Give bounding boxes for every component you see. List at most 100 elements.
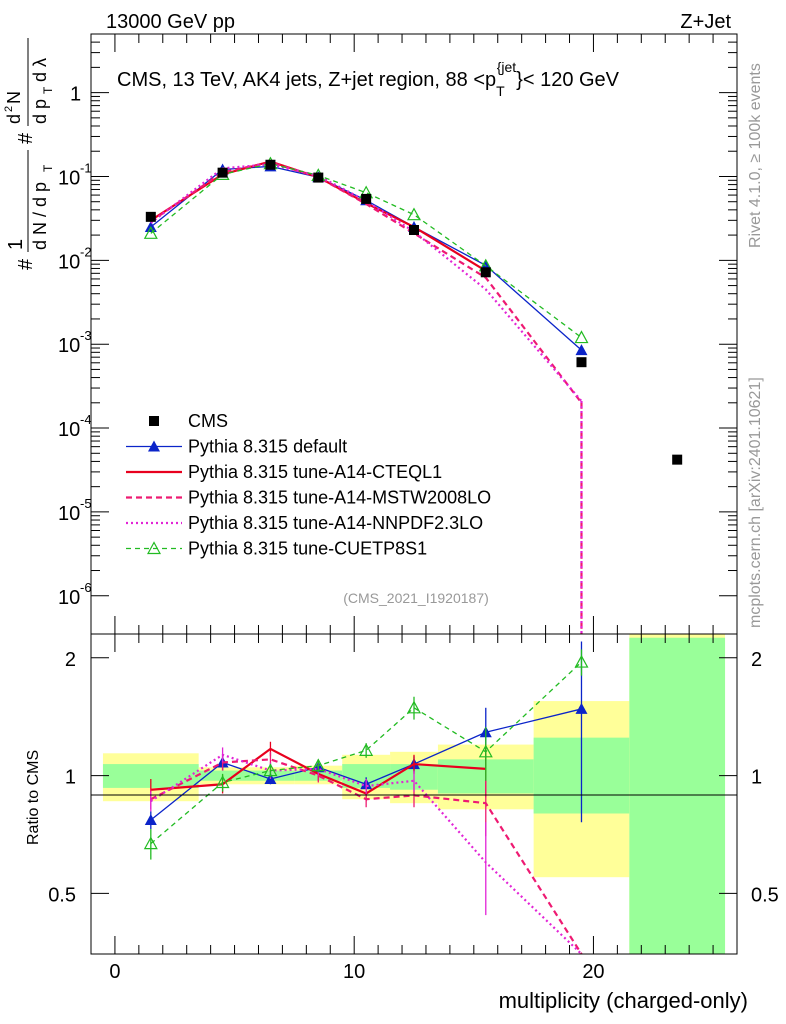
header-left: 13000 GeV pp xyxy=(106,11,235,33)
ratio-line-MSTW xyxy=(150,758,583,955)
svg-text:N: N xyxy=(4,91,24,104)
ytick-exp-0: -6 xyxy=(80,580,92,595)
legend-marker-default xyxy=(148,440,160,452)
point-CMS-1 xyxy=(217,167,228,178)
legend-item-NNPDF: Pythia 8.315 tune-A14-NNPDF2.3LO xyxy=(126,513,483,533)
ratio-panel-series xyxy=(143,641,589,955)
ytick-label-6: 1 xyxy=(70,84,81,106)
xtick-label-1: 10 xyxy=(343,961,365,983)
ratio-point-CUETP8S1-1 xyxy=(215,775,230,789)
chart-title-sup: {jet xyxy=(497,59,517,75)
line-NNPDF xyxy=(150,163,583,402)
main-panel-series xyxy=(143,156,683,634)
point-CMS-5 xyxy=(409,224,419,235)
point-CUETP8S1-0 xyxy=(143,226,158,239)
analysis-id: (CMS_2021_I1920187) xyxy=(343,590,489,606)
legend-label-CUETP8S1: Pythia 8.315 tune-CUETP8S1 xyxy=(188,539,427,559)
point-CUETP8S1-7 xyxy=(574,330,589,344)
line-CUETP8S1 xyxy=(150,163,582,339)
xtick-label-2: 20 xyxy=(582,961,604,983)
svg-text:T: T xyxy=(41,86,55,94)
ratio-point-CUETP8S1-2 xyxy=(263,763,278,777)
ratio-line-default xyxy=(150,708,582,821)
ratio-series-CUETP8S1 xyxy=(143,649,589,860)
point-CMS-2 xyxy=(265,159,276,170)
ratio-point-CUETP8S1-7 xyxy=(574,654,589,668)
ratio-line-CUETP8S1 xyxy=(150,661,582,845)
ytick-exp-2: -4 xyxy=(80,412,92,427)
ratio-ytick-label-r-2: 2 xyxy=(751,649,762,671)
ratio-point-default-0 xyxy=(144,813,157,825)
point-CMS-7 xyxy=(576,357,587,368)
series-MSTW xyxy=(150,161,583,634)
header-right: Z+Jet xyxy=(680,11,731,33)
mcplots-note: mcplots.cern.ch [arXiv:2401.10621] xyxy=(747,377,764,628)
ytick-exp-3: -3 xyxy=(80,328,92,343)
point-CMS-6 xyxy=(480,267,491,278)
ratio-ytick-label-1: 1 xyxy=(65,767,76,789)
legend-label-NNPDF: Pythia 8.315 tune-A14-NNPDF2.3LO xyxy=(188,513,483,533)
legend-label-CMS: CMS xyxy=(188,411,228,431)
chart-title-part1: CMS, 13 TeV, AK4 jets, Z+jet region, 88 … xyxy=(117,69,496,91)
ytick-label-3: 10 xyxy=(58,335,80,357)
chart-title: CMS, 13 TeV, AK4 jets, Z+jet region, 88 … xyxy=(117,59,620,99)
ratio-ylabel: Ratio to CMS xyxy=(25,750,42,845)
legend-item-default: Pythia 8.315 default xyxy=(126,437,347,457)
axes-ticks: 10-610-510-410-310-210 -110.5 0.51 12 20 10 20 xyxy=(48,33,779,983)
ytick-label-5: 10 xyxy=(58,167,80,189)
xtick-label-0: 0 xyxy=(109,961,120,983)
ratio-point-CUETP8S1-5 xyxy=(406,700,422,714)
series-default xyxy=(144,160,588,356)
legend-item-CMS: CMS xyxy=(149,411,228,431)
x-axis-label: multiplicity (charged-only) xyxy=(499,988,748,1013)
ratio-ytick-label-0: 0.5 xyxy=(48,884,76,906)
chart-title-part2: }< 120 GeV xyxy=(516,69,620,91)
legend-item-CTEQL1: Pythia 8.315 tune-A14-CTEQL1 xyxy=(126,462,442,482)
legend-label-default: Pythia 8.315 default xyxy=(188,437,347,457)
main-ylabel: # 1 d N / d p T # d 2 N d p T d λ xyxy=(3,38,55,270)
point-CMS-0 xyxy=(145,211,156,222)
ratio-point-CUETP8S1-4 xyxy=(359,743,374,756)
ytick-label-2: 10 xyxy=(58,419,80,441)
svg-text:d λ: d λ xyxy=(30,58,50,82)
series-NNPDF xyxy=(150,163,583,634)
legend-label-MSTW: Pythia 8.315 tune-A14-MSTW2008LO xyxy=(188,488,491,508)
line-MSTW xyxy=(150,161,583,404)
point-CMS-8 xyxy=(672,454,683,465)
band-inner-8 xyxy=(629,637,726,954)
ytick-exp-4: -2 xyxy=(80,244,92,259)
ytick-label-0: 10 xyxy=(58,587,80,609)
legend-label-CTEQL1: Pythia 8.315 tune-A14-CTEQL1 xyxy=(188,462,442,482)
ratio-point-CUETP8S1-0 xyxy=(143,836,158,850)
chart-title-sub: T xyxy=(496,83,505,99)
legend-item-MSTW: Pythia 8.315 tune-A14-MSTW2008LO xyxy=(126,488,491,508)
legend-marker-CMS xyxy=(149,416,159,426)
series-CUETP8S1 xyxy=(143,156,589,344)
rivet-note: Rivet 4.1.0, ≥ 100k events xyxy=(747,63,764,248)
svg-text:d p: d p xyxy=(30,99,50,124)
ytick-label-1: 10 xyxy=(58,503,80,525)
svg-text:1: 1 xyxy=(5,239,27,250)
line-default xyxy=(150,165,582,351)
svg-text:T: T xyxy=(41,164,55,172)
ratio-panel-frame xyxy=(90,633,738,955)
svg-text:#: # xyxy=(15,132,37,144)
svg-text:2: 2 xyxy=(3,106,15,112)
point-default-7 xyxy=(575,344,588,356)
ratio-point-default-7 xyxy=(575,702,588,714)
svg-text:d N / d p: d N / d p xyxy=(30,182,50,250)
point-CMS-3 xyxy=(313,172,324,183)
ytick-exp-1: -5 xyxy=(80,496,92,511)
legend: CMS Pythia 8.315 default Pythia 8.315 tune… xyxy=(126,411,491,559)
point-CMS-4 xyxy=(361,193,372,204)
legend-marker-CUETP8S1 xyxy=(146,541,162,555)
legend-item-CUETP8S1: Pythia 8.315 tune-CUETP8S1 xyxy=(126,539,427,559)
band-inner-0 xyxy=(102,764,199,788)
series-CMS xyxy=(145,159,683,465)
svg-text:d: d xyxy=(4,114,24,124)
ratio-ytick-label-r-0: 0.5 xyxy=(751,884,779,906)
point-CUETP8S1-5 xyxy=(406,207,422,221)
ratio-point-CUETP8S1-6 xyxy=(478,744,493,758)
